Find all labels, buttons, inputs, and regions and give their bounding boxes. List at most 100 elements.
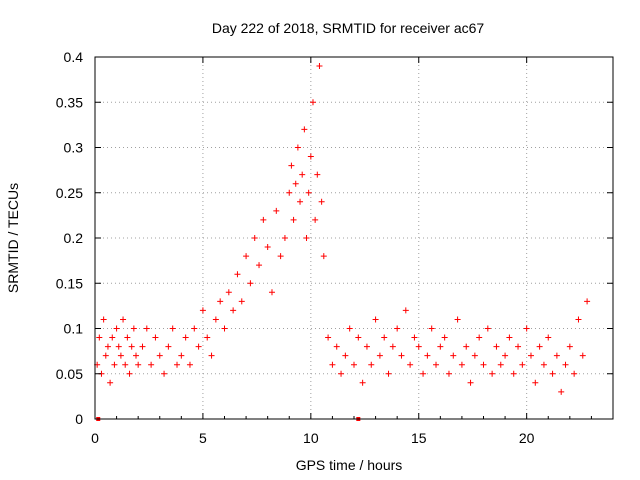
data-point [351,361,357,368]
data-point [238,298,245,305]
data-point [148,361,155,368]
data-point [273,207,280,214]
x-tick-label: 15 [411,430,427,446]
data-point [126,370,133,377]
data-point [338,370,345,377]
data-point [169,325,176,332]
data-point [471,352,478,359]
y-tick-label: 0 [75,411,83,427]
data-point [484,325,491,332]
data-point [281,235,288,241]
data-point [292,180,299,187]
data-point [100,316,107,323]
chart-title: Day 222 of 2018, SRMTID for receiver ac6… [212,20,485,36]
y-tick-label: 0.2 [64,230,84,246]
data-point [325,334,332,341]
data-point [199,307,206,314]
data-point [329,361,336,368]
data-point [342,352,349,359]
data-point [523,325,530,332]
data-point [133,352,140,359]
data-point [152,334,159,341]
data-point [411,334,418,341]
data-point [316,63,323,70]
data-point [225,289,232,296]
data-point [305,189,312,196]
data-point [299,171,306,178]
data-point [212,316,219,323]
data-point [394,325,401,332]
data-point [303,235,310,241]
data-point [515,343,522,350]
data-point [458,361,465,368]
data-point [562,361,569,368]
data-point [476,334,483,341]
data-point [113,325,120,332]
data-point [549,370,556,377]
data-point [286,189,293,196]
data-point [186,361,193,368]
data-point [433,361,440,368]
data-point [450,352,457,359]
data-point [314,171,321,178]
data-point [309,99,316,106]
data-point [122,361,129,368]
data-point [107,379,114,386]
data-point [139,343,146,350]
data-point [385,370,392,377]
data-point [389,343,396,350]
data-point [540,361,547,368]
data-point [294,144,301,151]
data-point [256,262,263,269]
data-point [571,370,578,377]
data-point [467,379,474,386]
data-point [104,343,111,350]
data-point [333,343,340,350]
data-point [109,334,116,341]
data-point [363,343,370,350]
data-point [368,361,375,368]
data-point [130,325,137,332]
data-point [268,289,275,296]
data-point [230,307,237,314]
data-point [553,352,560,359]
data-point [120,316,127,323]
data-point [372,316,379,323]
data-point [402,307,409,314]
data-point [128,343,135,350]
data-point [493,343,500,350]
data-point [264,244,271,251]
data-point [445,370,452,377]
y-tick-label: 0.05 [56,366,83,382]
y-axis-label: SRMTID / TECUs [5,183,21,293]
data-point [318,198,325,205]
data-point [204,334,211,341]
x-tick-label: 10 [303,430,319,446]
data-point [376,352,383,359]
data-point [497,361,504,368]
data-point [117,352,124,359]
data-point [182,334,189,341]
y-tick-label: 0.15 [56,275,83,291]
data-point [398,352,405,359]
data-point [208,352,215,359]
data-point [251,235,258,241]
data-point [441,334,448,341]
data-point [527,352,534,359]
data-point [290,216,297,223]
data-point [381,334,388,341]
y-tick-label: 0.3 [64,140,84,156]
data-point [156,352,163,359]
data-point [247,280,254,287]
x-tick-label: 5 [199,430,207,446]
y-tick-label: 0.4 [64,49,84,65]
data-point [288,162,295,169]
data-point [277,253,284,260]
data-point [221,325,228,332]
data-point [143,325,150,332]
data-point [415,343,422,350]
data-point [111,361,118,368]
data-point [243,253,250,260]
x-axis-label: GPS time / hours [296,457,403,473]
data-point [407,361,414,368]
